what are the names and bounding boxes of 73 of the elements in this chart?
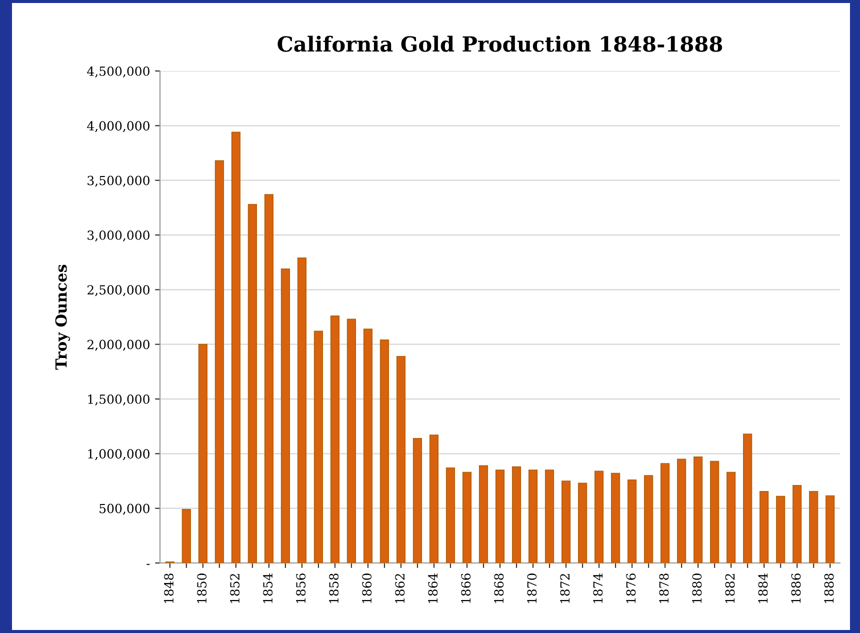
y-tick-label: - [146,564,150,565]
bar [627,479,637,563]
bar [726,472,736,563]
bar [594,470,604,563]
bar [694,456,703,563]
x-tick-label: 1884 [758,573,768,604]
bar [264,194,274,563]
bar [610,472,620,563]
chart-title: California Gold Production 1848-1888 [278,36,722,52]
bar [429,434,439,563]
x-tick-label: 1862 [395,574,405,604]
bar [710,460,720,563]
x-tick-label: 1876 [626,574,636,604]
bar [214,160,224,563]
bar [561,480,571,563]
bar [297,258,306,563]
x-tick-label: 1872 [560,574,570,604]
y-tick-label: 4,000,000 [87,121,150,132]
bar [660,463,670,563]
x-tick-label: 1888 [824,574,834,604]
y-tick-label: 3,500,000 [88,176,150,187]
bar [198,344,208,563]
bar [826,495,835,563]
bar [446,467,456,563]
bar [495,470,505,563]
x-tick-label: 1868 [494,574,504,604]
bar [544,470,554,563]
y-axis-title: Troy Ounces [55,264,70,370]
bar [677,458,686,563]
bar [760,490,769,563]
y-tick-label: 2,500,000 [88,285,150,296]
x-tick-label: 1870 [527,574,537,604]
y-tick-label: 2,000,000 [88,340,150,351]
bar [314,330,323,563]
x-tick-label: 1858 [329,574,339,604]
x-tick-label: 1860 [362,574,372,604]
bar [330,315,340,563]
bar [182,509,191,563]
x-tick-label: 1886 [791,574,801,604]
x-tick-label: 1856 [296,574,306,604]
bar [478,465,488,563]
bar [231,132,240,563]
bar [380,340,390,563]
bar [346,318,356,563]
bar [363,328,373,563]
bar [644,475,654,563]
bar [528,470,538,563]
bar [776,496,786,563]
y-tick-label: 3,000,000 [88,230,150,242]
bar [412,438,422,563]
bar [792,484,802,563]
x-tick-label: 1874 [593,573,603,604]
x-tick-label: 1882 [725,574,735,604]
x-tick-label: 1854 [263,573,273,604]
x-tick-label: 1848 [164,574,174,604]
bar [248,204,257,563]
x-tick-label: 1864 [428,573,438,604]
bar [743,434,752,563]
y-tick-label: 500,000 [100,504,150,515]
x-tick-label: 1866 [461,574,471,604]
bar [462,472,472,563]
y-tick-label: 1,500,000 [88,394,150,406]
x-tick-label: 1852 [230,574,240,604]
x-tick-label: 1850 [197,574,207,604]
bar [809,490,818,563]
bar [578,482,588,563]
x-tick-label: 1878 [659,574,669,604]
bar [280,268,290,563]
bar [512,466,522,563]
x-tick-label: 1880 [692,574,702,604]
y-tick-label: 1,000,000 [88,449,150,460]
y-tick-label: 4,500,000 [87,66,150,78]
bar [396,356,406,563]
